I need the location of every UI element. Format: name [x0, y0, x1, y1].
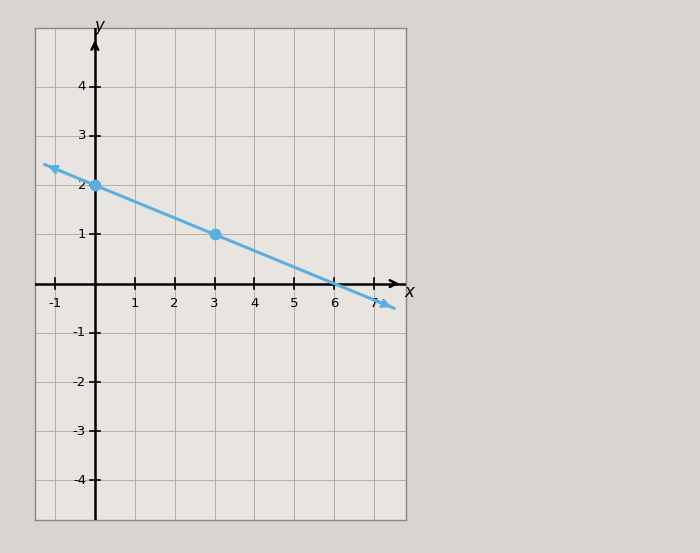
- Text: 2: 2: [78, 179, 86, 192]
- Text: -1: -1: [73, 326, 86, 340]
- Text: 4: 4: [78, 80, 86, 93]
- Text: -3: -3: [73, 425, 86, 438]
- Text: -2: -2: [73, 375, 86, 389]
- Text: 3: 3: [78, 129, 86, 143]
- Text: -4: -4: [73, 474, 86, 487]
- Text: x: x: [404, 284, 414, 301]
- Text: 2: 2: [170, 298, 179, 310]
- Text: 3: 3: [210, 298, 219, 310]
- Text: -1: -1: [48, 298, 62, 310]
- Text: 7: 7: [370, 298, 378, 310]
- Text: 4: 4: [250, 298, 258, 310]
- Text: 1: 1: [78, 228, 86, 241]
- Text: 6: 6: [330, 298, 338, 310]
- Text: 5: 5: [290, 298, 299, 310]
- Text: y: y: [94, 17, 104, 35]
- Text: 1: 1: [130, 298, 139, 310]
